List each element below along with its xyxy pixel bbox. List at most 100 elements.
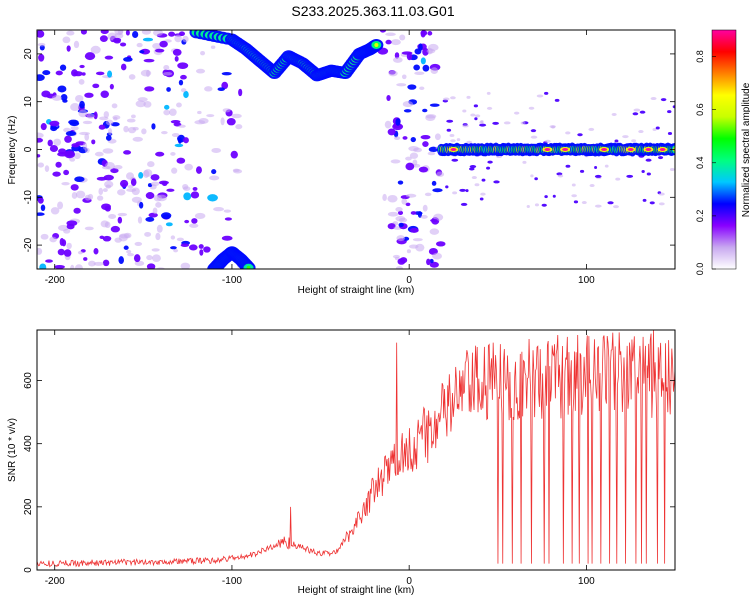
noise-cell xyxy=(119,179,129,188)
noise-cell xyxy=(435,241,446,247)
noise-cell xyxy=(70,103,80,111)
noise-cell xyxy=(162,72,173,76)
noise-cell xyxy=(465,189,469,193)
noise-cell xyxy=(238,88,243,97)
noise-cell xyxy=(37,247,43,255)
noise-cell xyxy=(430,218,438,223)
noise-cell xyxy=(84,226,94,231)
noise-cell xyxy=(534,177,538,181)
noise-cell xyxy=(180,243,189,247)
spectrogram-x-label: Height of straight line (km) xyxy=(298,285,415,296)
noise-cell xyxy=(479,120,484,124)
colorbar-tick-label: 0.0 xyxy=(695,263,705,276)
noise-cell xyxy=(436,171,445,177)
noise-cell xyxy=(613,205,619,209)
noise-cell xyxy=(431,180,437,186)
noise-cell xyxy=(134,241,143,246)
noise-cell xyxy=(176,102,182,108)
noise-cell xyxy=(395,207,403,212)
noise-cell xyxy=(581,201,587,205)
noise-cell xyxy=(432,252,442,260)
noise-cell xyxy=(190,191,200,199)
noise-cell xyxy=(456,138,461,142)
noise-cell xyxy=(84,133,90,141)
noise-cell xyxy=(189,223,199,228)
noise-cell xyxy=(424,192,432,197)
noise-cell xyxy=(403,109,412,113)
noise-cell xyxy=(588,127,595,131)
noise-cell xyxy=(422,204,428,212)
noise-cell xyxy=(230,150,238,159)
noise-cell xyxy=(161,131,168,135)
snr-y-axis: 0 200 400 600 xyxy=(23,372,675,573)
noise-cell xyxy=(165,222,173,227)
noise-cell xyxy=(386,94,391,102)
noise-cell xyxy=(402,101,414,108)
noise-cell xyxy=(59,64,67,71)
noise-cell xyxy=(105,119,114,126)
noise-cell xyxy=(160,212,172,220)
noise-cell xyxy=(486,91,491,95)
noise-cell xyxy=(197,110,202,115)
noise-cell xyxy=(87,193,94,200)
noise-cell xyxy=(387,128,396,136)
noise-cell xyxy=(132,31,139,39)
noise-cell xyxy=(40,204,46,212)
noise-cell xyxy=(632,112,639,116)
noise-cell xyxy=(641,170,645,174)
noise-cell xyxy=(96,176,107,181)
noise-cell xyxy=(146,254,153,261)
noise-cell xyxy=(57,201,64,210)
noise-cell xyxy=(514,111,520,115)
noise-cell xyxy=(155,48,165,53)
x-tick-label: -100 xyxy=(222,576,242,587)
noise-cell xyxy=(479,197,484,201)
noise-cell xyxy=(206,114,215,118)
noise-cell xyxy=(78,109,88,118)
noise-cell xyxy=(40,233,49,240)
noise-cell xyxy=(171,133,180,138)
noise-cell xyxy=(177,62,189,69)
noise-cell xyxy=(414,71,425,76)
noise-cell xyxy=(434,133,441,141)
noise-cell xyxy=(387,194,398,203)
noise-cell xyxy=(44,165,50,172)
noise-cell xyxy=(88,260,96,267)
carrier-peak xyxy=(659,148,666,151)
noise-cell xyxy=(68,119,79,125)
noise-cell xyxy=(474,183,480,187)
noise-cell xyxy=(658,192,665,196)
noise-cell xyxy=(37,42,46,47)
noise-cell xyxy=(211,147,222,153)
noise-cell xyxy=(123,245,129,250)
noise-cell xyxy=(589,184,595,188)
noise-cell xyxy=(462,124,469,128)
noise-cell xyxy=(544,139,551,143)
noise-cell xyxy=(198,244,204,249)
noise-cell xyxy=(41,90,51,98)
noise-cell xyxy=(113,37,122,43)
noise-cell xyxy=(60,93,68,101)
noise-cell xyxy=(184,219,190,224)
noise-cell xyxy=(231,113,242,119)
noise-cell xyxy=(405,202,411,207)
noise-cell xyxy=(71,69,78,77)
noise-cell xyxy=(639,110,646,114)
noise-cell xyxy=(170,235,176,240)
y-tick-label: -10 xyxy=(23,190,34,205)
noise-cell xyxy=(102,188,108,193)
noise-cell xyxy=(536,94,544,98)
noise-cell xyxy=(151,248,160,252)
noise-cell xyxy=(98,187,104,196)
noise-cell xyxy=(147,161,155,168)
noise-cell xyxy=(396,83,407,87)
noise-cell xyxy=(470,113,476,117)
noise-cell xyxy=(135,100,146,108)
noise-cell xyxy=(432,188,443,193)
noise-cell xyxy=(37,162,45,168)
noise-cell xyxy=(37,74,45,82)
noise-cell xyxy=(180,74,187,80)
noise-cell xyxy=(127,185,134,189)
noise-cell xyxy=(64,150,76,159)
